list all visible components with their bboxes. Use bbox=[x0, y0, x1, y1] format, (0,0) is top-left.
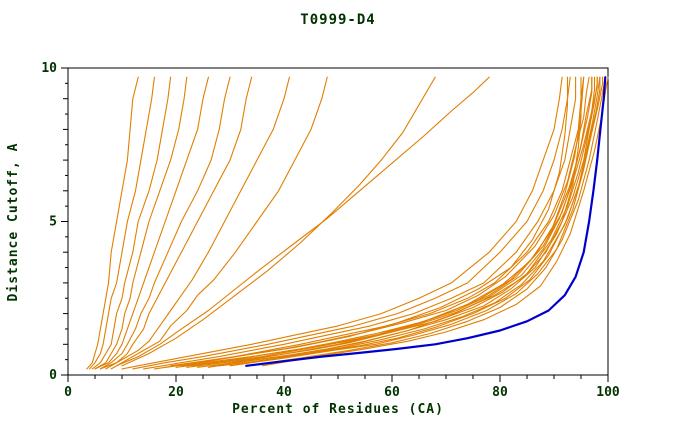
model-curve-27 bbox=[191, 76, 585, 367]
model-curve-26 bbox=[170, 76, 569, 367]
x-tick-label: 100 bbox=[596, 385, 620, 400]
model-curve-23 bbox=[245, 76, 606, 367]
model-curve-09 bbox=[110, 76, 328, 370]
model-curve-01 bbox=[86, 76, 139, 370]
highlighted-model-curve bbox=[245, 76, 607, 367]
model-curve-21 bbox=[218, 76, 601, 367]
plot-area: 0 20 40 60 80 100 0 5 10 bbox=[41, 61, 620, 400]
model-curve-12 bbox=[121, 76, 563, 370]
y-tick-label: 5 bbox=[49, 215, 57, 230]
model-curve-08 bbox=[105, 76, 290, 370]
y-axis-label: Distance Cutoff, A bbox=[6, 143, 21, 302]
x-tick-label: 60 bbox=[384, 385, 400, 400]
model-curve-15 bbox=[153, 76, 585, 370]
y-tick-label: 0 bbox=[49, 368, 57, 383]
model-curve-11 bbox=[121, 76, 436, 367]
y-tick-label: 10 bbox=[41, 61, 57, 76]
model-curve-24 bbox=[261, 76, 609, 367]
model-curve-10 bbox=[116, 76, 490, 367]
x-tick-label: 0 bbox=[64, 385, 72, 400]
model-curve-06 bbox=[99, 76, 231, 370]
model-curve-19 bbox=[197, 76, 598, 368]
x-axis-label: Percent of Residues (CA) bbox=[232, 402, 444, 417]
plot-title: T0999-D4 bbox=[300, 12, 375, 28]
model-curve-14 bbox=[143, 76, 577, 370]
model-curve-13 bbox=[132, 76, 571, 370]
model-curve-22 bbox=[229, 76, 604, 367]
model-curve-02 bbox=[89, 76, 155, 370]
x-tick-label: 40 bbox=[276, 385, 292, 400]
x-tick-label: 20 bbox=[168, 385, 184, 400]
model-curve-07 bbox=[99, 76, 253, 370]
model-curve-18 bbox=[186, 76, 596, 368]
model-curve-05 bbox=[94, 76, 209, 370]
model-curve-28 bbox=[213, 76, 593, 367]
model-curve-17 bbox=[175, 76, 593, 368]
model-curve-29 bbox=[234, 76, 598, 365]
x-tick-label: 80 bbox=[492, 385, 508, 400]
model-curve-04 bbox=[94, 76, 188, 370]
model-curve-03 bbox=[91, 76, 172, 370]
